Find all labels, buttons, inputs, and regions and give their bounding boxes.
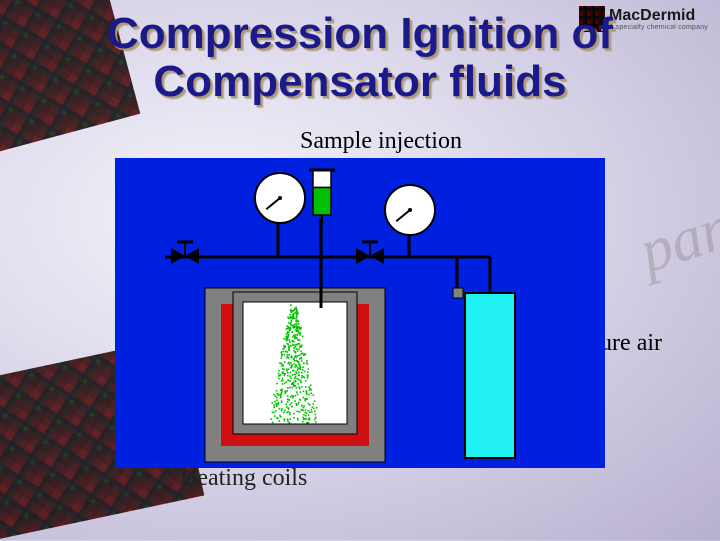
page-title: Compression Ignition of Compensator flui… [0, 10, 720, 107]
background-script-text: pany [631, 183, 720, 288]
diagram-svg [115, 158, 605, 468]
label-sample-injection: Sample injection [300, 128, 462, 155]
label-heating-coils: Heating coils [180, 465, 307, 492]
apparatus-diagram [115, 158, 605, 468]
